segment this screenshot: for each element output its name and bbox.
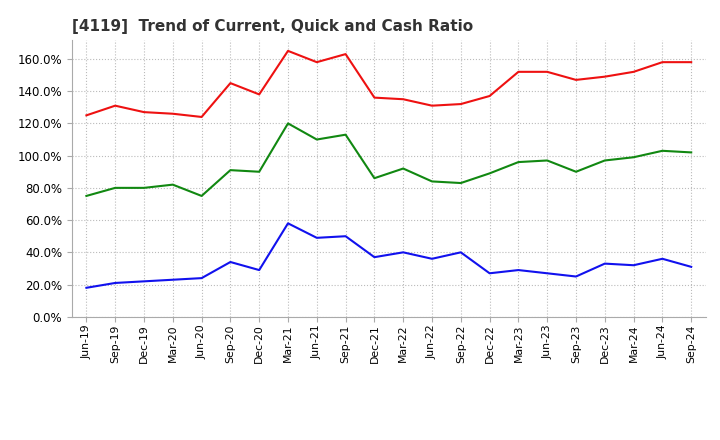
Current Ratio (168, 111, 177, 116)
Quick Ratio (572, 169, 580, 174)
Current Ratio (197, 114, 206, 120)
Cash Ratio (82, 285, 91, 290)
Cash Ratio (140, 279, 148, 284)
Current Ratio (543, 69, 552, 74)
Current Ratio (687, 59, 696, 65)
Current Ratio (428, 103, 436, 108)
Current Ratio (140, 110, 148, 115)
Cash Ratio (629, 263, 638, 268)
Current Ratio (312, 59, 321, 65)
Current Ratio (658, 59, 667, 65)
Quick Ratio (82, 193, 91, 198)
Current Ratio (111, 103, 120, 108)
Quick Ratio (543, 158, 552, 163)
Cash Ratio (543, 271, 552, 276)
Current Ratio (255, 92, 264, 97)
Current Ratio (82, 113, 91, 118)
Line: Cash Ratio: Cash Ratio (86, 224, 691, 288)
Quick Ratio (456, 180, 465, 186)
Quick Ratio (399, 166, 408, 171)
Current Ratio (629, 69, 638, 74)
Quick Ratio (600, 158, 609, 163)
Cash Ratio (399, 249, 408, 255)
Line: Current Ratio: Current Ratio (86, 51, 691, 117)
Quick Ratio (312, 137, 321, 142)
Cash Ratio (514, 268, 523, 273)
Cash Ratio (111, 280, 120, 286)
Cash Ratio (572, 274, 580, 279)
Current Ratio (514, 69, 523, 74)
Current Ratio (456, 102, 465, 107)
Quick Ratio (485, 171, 494, 176)
Cash Ratio (168, 277, 177, 282)
Quick Ratio (197, 193, 206, 198)
Cash Ratio (312, 235, 321, 241)
Cash Ratio (255, 268, 264, 273)
Cash Ratio (284, 221, 292, 226)
Cash Ratio (341, 234, 350, 239)
Cash Ratio (456, 249, 465, 255)
Cash Ratio (485, 271, 494, 276)
Current Ratio (600, 74, 609, 79)
Cash Ratio (370, 254, 379, 260)
Cash Ratio (226, 259, 235, 264)
Cash Ratio (428, 256, 436, 261)
Current Ratio (399, 97, 408, 102)
Quick Ratio (687, 150, 696, 155)
Quick Ratio (168, 182, 177, 187)
Quick Ratio (284, 121, 292, 126)
Current Ratio (341, 51, 350, 57)
Cash Ratio (658, 256, 667, 261)
Quick Ratio (226, 168, 235, 173)
Text: [4119]  Trend of Current, Quick and Cash Ratio: [4119] Trend of Current, Quick and Cash … (72, 19, 473, 34)
Quick Ratio (514, 159, 523, 165)
Current Ratio (284, 48, 292, 54)
Current Ratio (572, 77, 580, 83)
Quick Ratio (255, 169, 264, 174)
Quick Ratio (428, 179, 436, 184)
Current Ratio (226, 81, 235, 86)
Line: Quick Ratio: Quick Ratio (86, 123, 691, 196)
Cash Ratio (687, 264, 696, 269)
Quick Ratio (629, 154, 638, 160)
Quick Ratio (111, 185, 120, 191)
Current Ratio (370, 95, 379, 100)
Quick Ratio (341, 132, 350, 137)
Current Ratio (485, 93, 494, 99)
Quick Ratio (370, 176, 379, 181)
Quick Ratio (658, 148, 667, 154)
Cash Ratio (600, 261, 609, 266)
Cash Ratio (197, 275, 206, 281)
Quick Ratio (140, 185, 148, 191)
